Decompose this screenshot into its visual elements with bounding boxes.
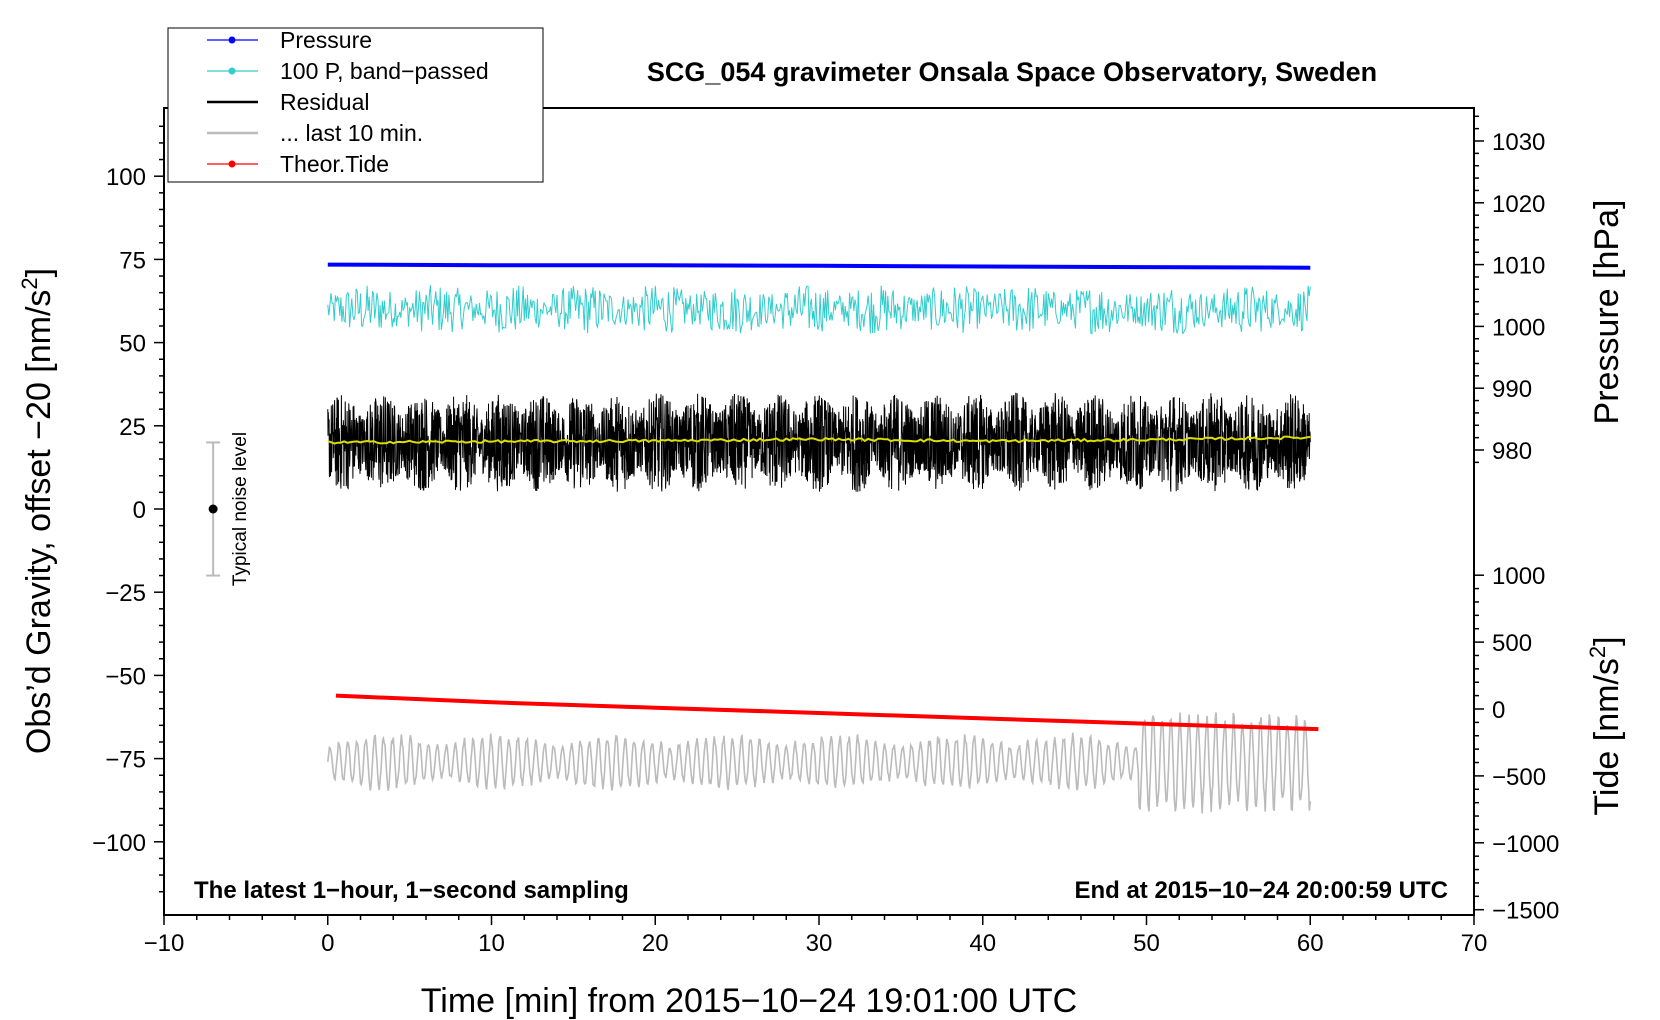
series-pressure [327, 262, 1311, 270]
y-left-tick-label: 100 [106, 164, 146, 191]
y-left-tick-label: −25 [105, 580, 146, 607]
y-tide-tick-label: −500 [1492, 764, 1546, 791]
series-residual-smoothed [327, 435, 1311, 445]
y-axis-title-pressure: Pressure [hPa] [1588, 200, 1626, 425]
y-pressure-tick-label: 980 [1492, 438, 1532, 465]
x-tick-label: 30 [806, 930, 833, 957]
annotation-sampling: The latest 1−hour, 1−second sampling [194, 877, 629, 904]
y-left-tick-label: 75 [119, 247, 146, 274]
legend-marker [228, 160, 236, 168]
y-pressure-tick-label: 1000 [1492, 314, 1545, 341]
y-pressure-tick-label: 990 [1492, 376, 1532, 403]
y-left-tick-label: −75 [105, 747, 146, 774]
x-axis-title: Time [min] from 2015−10−24 19:01:00 UTC [421, 982, 1077, 1020]
y-left-tick-label: −100 [92, 830, 146, 857]
legend-label: 100 P, band−passed [280, 58, 489, 84]
annotation-end-time: End at 2015−10−24 20:00:59 UTC [1074, 877, 1448, 904]
y-tide-tick-label: −1000 [1492, 831, 1559, 858]
x-tick-label: 0 [321, 930, 334, 957]
y-pressure-tick-label: 1010 [1492, 253, 1545, 280]
legend-marker [228, 36, 236, 44]
y-left-tick-label: −50 [105, 663, 146, 690]
series-residual [327, 392, 1311, 492]
legend-label: Residual [280, 89, 370, 115]
x-tick-label: 40 [969, 930, 996, 957]
y-left-tick-label: 0 [133, 497, 146, 524]
legend-label: Theor.Tide [280, 151, 389, 177]
y-pressure-tick-label: 1030 [1492, 129, 1545, 156]
series-theor-tide [335, 693, 1319, 732]
y-tide-tick-label: −1500 [1492, 898, 1559, 925]
series-layer [327, 262, 1319, 814]
y-axis-title-tide: Tide [nm/s2] [1585, 636, 1626, 815]
legend-marker [228, 67, 236, 75]
chart-title: SCG_054 gravimeter Onsala Space Observat… [647, 57, 1377, 87]
y-pressure-tick-label: 1020 [1492, 191, 1545, 218]
x-tick-label: 20 [642, 930, 669, 957]
series-last-10-min [327, 712, 1312, 814]
y-tide-tick-label: 0 [1492, 697, 1505, 724]
y-left-tick-label: 50 [119, 331, 146, 358]
x-tick-label: 10 [478, 930, 505, 957]
x-tick-label: 60 [1297, 930, 1324, 957]
legend-label: ... last 10 min. [280, 120, 423, 146]
y-tide-tick-label: 1000 [1492, 563, 1545, 590]
y-tide-tick-label: 500 [1492, 630, 1532, 657]
legend-label: Pressure [280, 27, 372, 53]
legend-box [167, 27, 544, 183]
y-left-tick-label: 25 [119, 414, 146, 441]
x-tick-label: −10 [144, 930, 185, 957]
x-tick-label: 50 [1133, 930, 1160, 957]
axis-layer: −10 0 10 20 30 40 50 60 70−100−75−50−25025507510… [92, 115, 1559, 957]
legend: Pressure 100 P, band−passed Residual ... la… [167, 27, 544, 183]
noise-label: Typical noise level [230, 432, 251, 586]
series-band-passed-pressure [327, 285, 1311, 335]
x-tick-label: 70 [1461, 930, 1488, 957]
noise-level-indicator: Typical noise level [206, 432, 251, 586]
y-axis-title-left: Obs’d Gravity, offset −20 [nm/s2] [17, 268, 58, 754]
noise-center-dot [208, 504, 218, 514]
